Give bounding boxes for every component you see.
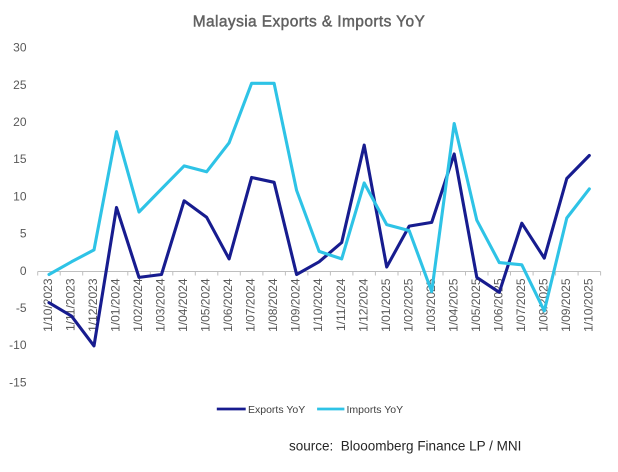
svg-text:Malaysia Exports & Imports YoY: Malaysia Exports & Imports YoY	[193, 14, 426, 31]
svg-text:25: 25	[13, 78, 27, 92]
svg-text:-10: -10	[9, 338, 27, 352]
svg-text:Exports YoY: Exports YoY	[248, 404, 305, 416]
svg-text:20: 20	[13, 115, 27, 129]
svg-text:1/12/2024: 1/12/2024	[356, 278, 370, 332]
svg-text:1/10/2025: 1/10/2025	[581, 278, 595, 332]
svg-text:5: 5	[20, 227, 27, 241]
svg-text:1/01/2025: 1/01/2025	[379, 278, 393, 332]
svg-text:1/08/2025: 1/08/2025	[536, 278, 550, 332]
svg-text:1/01/2024: 1/01/2024	[109, 278, 123, 332]
svg-text:1/10/2024: 1/10/2024	[311, 278, 325, 332]
svg-text:1/06/2025: 1/06/2025	[491, 278, 505, 332]
svg-text:1/05/2024: 1/05/2024	[199, 278, 213, 332]
svg-text:1/07/2024: 1/07/2024	[244, 278, 258, 332]
svg-text:1/02/2025: 1/02/2025	[401, 278, 415, 332]
svg-text:1/03/2024: 1/03/2024	[154, 278, 168, 332]
svg-text:1/03/2025: 1/03/2025	[424, 278, 438, 332]
svg-text:0: 0	[20, 264, 27, 278]
svg-text:Imports YoY: Imports YoY	[347, 404, 404, 416]
svg-text:1/02/2024: 1/02/2024	[131, 278, 145, 332]
svg-text:1/04/2024: 1/04/2024	[176, 278, 190, 332]
svg-text:1/05/2025: 1/05/2025	[469, 278, 483, 332]
svg-text:15: 15	[13, 152, 27, 166]
svg-text:30: 30	[13, 41, 27, 55]
svg-text:1/10/2023: 1/10/2023	[41, 278, 55, 332]
svg-text:1/09/2024: 1/09/2024	[289, 278, 303, 332]
svg-text:source: Blooomberg Finance LP: source: Blooomberg Finance LP / MNI	[289, 439, 521, 454]
svg-text:1/11/2024: 1/11/2024	[334, 278, 348, 331]
svg-text:-15: -15	[9, 375, 27, 389]
svg-text:-5: -5	[16, 301, 27, 315]
svg-text:1/04/2025: 1/04/2025	[446, 278, 460, 332]
svg-text:10: 10	[13, 189, 27, 203]
svg-text:1/06/2024: 1/06/2024	[221, 278, 235, 332]
svg-text:1/09/2025: 1/09/2025	[559, 278, 573, 332]
svg-text:1/07/2025: 1/07/2025	[514, 278, 528, 332]
svg-text:1/12/2023: 1/12/2023	[86, 278, 100, 332]
svg-text:1/08/2024: 1/08/2024	[266, 278, 280, 332]
